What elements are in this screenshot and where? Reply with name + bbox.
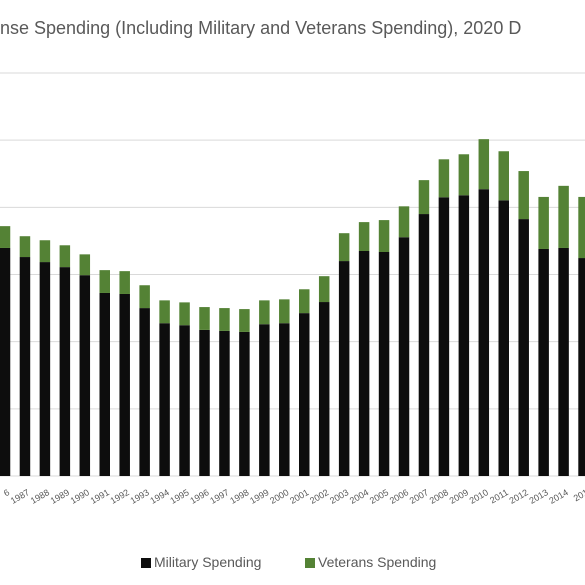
bar-segment xyxy=(438,197,450,476)
bar-segment xyxy=(199,329,210,476)
bar-segment xyxy=(558,247,569,476)
bar-segment xyxy=(139,308,150,476)
bar-segment xyxy=(59,267,71,476)
bar-segment xyxy=(239,309,250,332)
bar-segment xyxy=(239,331,250,476)
bars xyxy=(0,139,585,477)
bar-segment xyxy=(398,237,410,476)
bar-segment xyxy=(378,220,390,252)
bar-segment xyxy=(99,292,110,476)
bar-segment xyxy=(538,196,549,249)
bar-segment xyxy=(458,154,470,196)
bar-segment xyxy=(498,200,509,477)
bar-segment xyxy=(518,219,529,476)
bar-segment xyxy=(59,245,71,268)
bar-segment xyxy=(378,251,390,476)
legend-label: Military Spending xyxy=(154,554,261,570)
bar-segment xyxy=(219,308,230,331)
x-tick-label: 6 xyxy=(2,487,11,498)
bar-segment xyxy=(0,247,11,476)
bar-segment xyxy=(79,254,91,276)
bar-segment xyxy=(119,293,130,476)
bar-segment xyxy=(279,299,290,324)
bar-segment xyxy=(338,233,350,262)
chart-title: nse Spending (Including Military and Vet… xyxy=(0,18,521,38)
bar-segment xyxy=(299,289,310,314)
bar-segment xyxy=(358,222,370,251)
bar-segment xyxy=(19,257,31,476)
bar-segment xyxy=(179,325,190,476)
bar-segment xyxy=(338,261,350,476)
bar-segment xyxy=(318,276,330,303)
bar-segment xyxy=(99,270,110,293)
legend-swatch xyxy=(305,558,315,568)
bar-segment xyxy=(219,330,230,476)
bar-segment xyxy=(478,139,490,190)
bar-segment xyxy=(418,214,430,477)
bar-segment xyxy=(199,307,210,330)
bar-segment xyxy=(39,262,51,476)
bar-segment xyxy=(179,302,190,326)
legend-swatch xyxy=(141,558,151,568)
legend: Military Spending Veterans Spending xyxy=(141,554,436,570)
bar-segment xyxy=(358,250,370,476)
bar-segment xyxy=(0,226,11,248)
bar-segment xyxy=(259,300,270,325)
bar-segment xyxy=(259,324,270,476)
legend-label: Veterans Spending xyxy=(318,554,436,570)
bar-segment xyxy=(538,248,549,476)
bar-segment xyxy=(119,271,130,294)
bar-segment xyxy=(578,258,585,476)
bar-segment xyxy=(19,236,31,258)
bar-segment xyxy=(159,323,170,476)
bar-segment xyxy=(279,323,290,476)
bar-segment xyxy=(318,302,330,476)
bar-segment xyxy=(79,275,91,476)
bar-segment xyxy=(578,196,585,259)
bar-segment xyxy=(39,240,51,263)
bar-segment xyxy=(518,171,529,220)
bar-segment xyxy=(478,189,490,476)
bar-segment xyxy=(498,151,509,201)
bar-segment xyxy=(139,285,150,309)
bar-segment xyxy=(299,313,310,476)
bar-segment xyxy=(159,300,170,324)
bar-segment xyxy=(398,206,410,238)
bar-segment xyxy=(458,195,470,476)
bar-segment xyxy=(418,180,430,215)
bar-segment xyxy=(438,159,450,198)
bar-segment xyxy=(558,185,569,248)
